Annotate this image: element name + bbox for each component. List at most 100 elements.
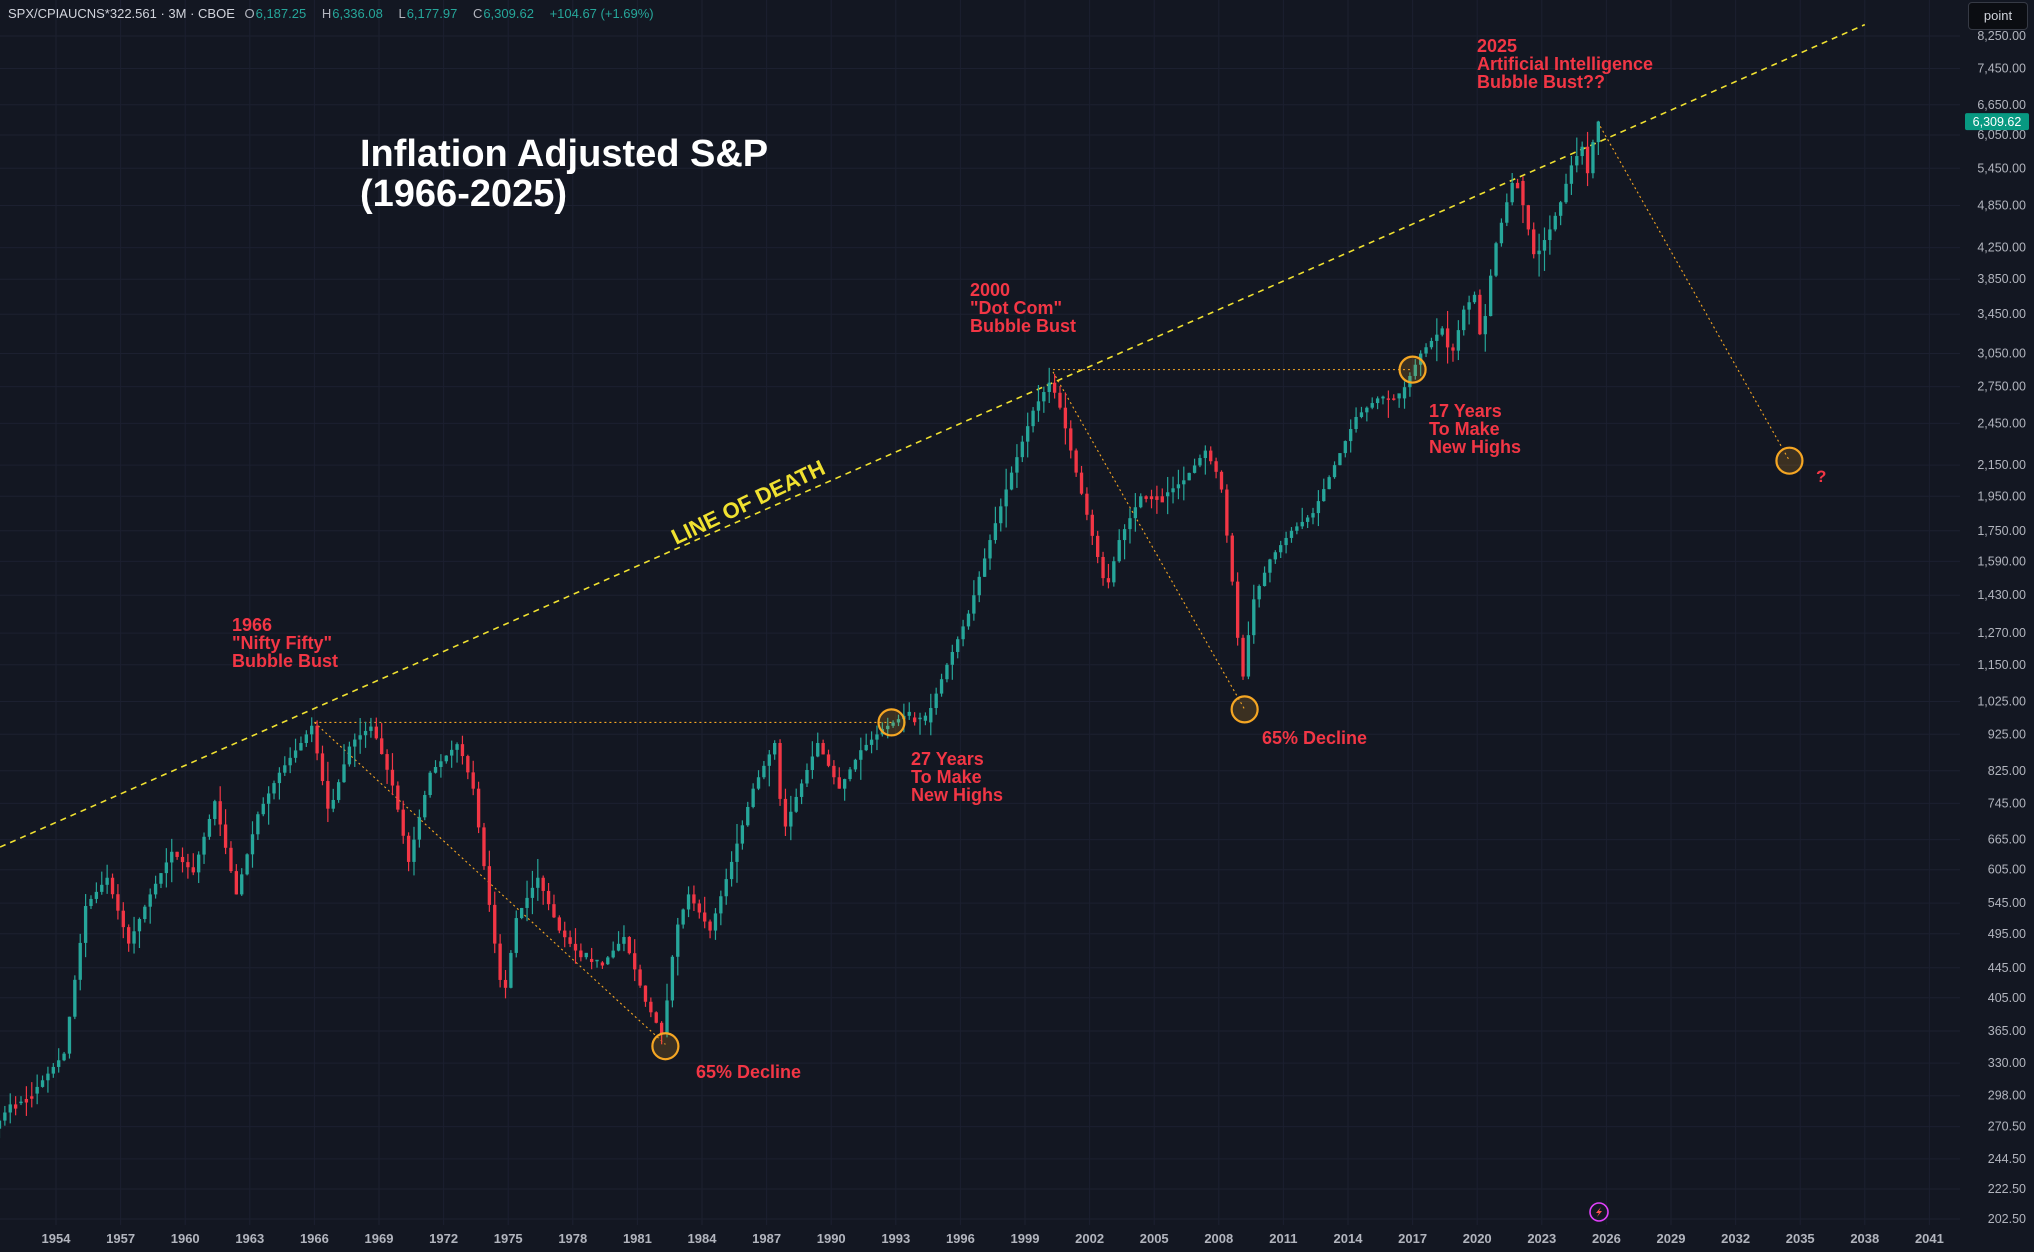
candle-body: [600, 962, 605, 966]
candle-body: [799, 783, 804, 797]
candle-body: [423, 795, 427, 818]
candle-body: [213, 801, 217, 819]
candle-body: [347, 746, 352, 765]
time-tick-label: 1975: [494, 1231, 523, 1246]
price-tick-label: 244.50: [1988, 1152, 2026, 1166]
candle-body: [1295, 526, 1299, 531]
candle-body: [1069, 428, 1073, 451]
annotation-2000-name: "Dot Com": [970, 298, 1063, 318]
candle-body: [1036, 401, 1041, 411]
candle-body: [1279, 545, 1283, 553]
candle-body: [509, 952, 513, 988]
candle-body: [1257, 586, 1261, 600]
annotation-27-line-3: New Highs: [911, 785, 1004, 805]
symbol-name[interactable]: SPX/CPIAUCNS*322.561 · 3M · CBOE: [8, 6, 235, 21]
candle-body: [218, 801, 222, 825]
candle-body: [1128, 518, 1132, 530]
candle-body: [649, 1001, 653, 1013]
candle-body: [369, 726, 373, 731]
candle-body: [277, 772, 282, 784]
candle-body: [751, 788, 755, 807]
price-tick-label: 298.00: [1988, 1089, 2026, 1103]
candle-body: [939, 679, 944, 694]
candle-body: [35, 1086, 39, 1094]
candle-body: [105, 877, 109, 885]
candle-body: [1510, 182, 1514, 203]
candle-body: [606, 957, 610, 965]
point-button[interactable]: point: [1968, 2, 2028, 30]
candle-body: [1515, 182, 1520, 189]
candle-body: [1246, 635, 1251, 677]
candle-body: [670, 956, 675, 1001]
close-value: 6,309.62: [483, 6, 534, 21]
candle-body: [541, 877, 545, 891]
candle-body: [223, 824, 228, 848]
time-tick-label: 2038: [1850, 1231, 1879, 1246]
candle-body: [380, 738, 384, 755]
time-tick-label: 2035: [1786, 1231, 1815, 1246]
candle-body: [1112, 561, 1116, 583]
candle-body: [1370, 403, 1374, 408]
candle-body: [1203, 450, 1208, 459]
candle-body: [756, 777, 761, 789]
candle-body: [487, 866, 492, 905]
time-tick-label: 1999: [1011, 1231, 1040, 1246]
candle-body: [778, 743, 782, 799]
time-tick-label: 1996: [946, 1231, 975, 1246]
candle-body: [57, 1060, 61, 1067]
candle-body: [1359, 412, 1364, 417]
price-tick-label: 405.00: [1988, 991, 2026, 1005]
candle-body: [1273, 552, 1277, 560]
candle-body: [1311, 513, 1315, 518]
time-tick-label: 1981: [623, 1231, 652, 1246]
annotation-2000-year: 2000: [970, 280, 1011, 300]
candle-body: [1052, 382, 1057, 393]
candle-body: [584, 952, 588, 958]
candle-body: [1343, 441, 1347, 454]
candle-body: [1090, 514, 1094, 536]
candle-body: [616, 943, 621, 951]
time-tick-label: 1993: [881, 1231, 910, 1246]
candle-body: [1047, 382, 1051, 393]
candle-body: [842, 779, 847, 789]
candle-body: [482, 827, 486, 867]
candle-body: [363, 730, 368, 736]
candle-body: [1327, 477, 1331, 490]
candle-body: [875, 734, 879, 740]
annotation-1966-text: Bubble Bust: [232, 651, 338, 671]
time-tick-label: 1954: [42, 1231, 72, 1246]
candle-body: [1176, 484, 1181, 489]
candle-body: [326, 781, 330, 809]
candle-body: [912, 717, 917, 723]
price-tick-label: 545.00: [1988, 896, 2026, 910]
price-tick-label: 3,450.00: [1977, 307, 2026, 321]
time-axis[interactable]: 1954 1957 1960 1963 1966 1969 1972 1975 1978 1981…: [42, 1231, 1944, 1246]
candle-body: [62, 1053, 66, 1061]
high-label: H: [321, 6, 332, 21]
price-axis[interactable]: 202.50 222.50 244.50 270.50 298.00 330.00 365.…: [1977, 29, 2026, 1226]
candle-body: [848, 769, 852, 780]
lightning-icon[interactable]: [1589, 1202, 1609, 1222]
price-tick-label: 1,590.00: [1977, 554, 2026, 568]
candle-body: [466, 756, 470, 773]
candle-body: [896, 719, 901, 723]
candle-body: [1386, 398, 1391, 400]
candle-body: [229, 847, 233, 872]
candle-body: [832, 765, 836, 778]
candle-body: [1596, 121, 1600, 143]
candle-body: [708, 921, 712, 931]
candle-body: [396, 785, 400, 810]
candle-body: [460, 744, 465, 757]
candle-body: [433, 766, 438, 773]
price-tick-label: 222.50: [1988, 1182, 2026, 1196]
candle-body: [256, 814, 260, 835]
candle-body: [261, 803, 265, 815]
candle-body: [1219, 471, 1224, 490]
candle-body: [1155, 496, 1159, 500]
candle-body: [988, 540, 992, 559]
time-tick-label: 1990: [817, 1231, 846, 1246]
candle-body: [1532, 229, 1536, 255]
candle-body: [299, 743, 303, 751]
candle-body: [530, 887, 535, 898]
